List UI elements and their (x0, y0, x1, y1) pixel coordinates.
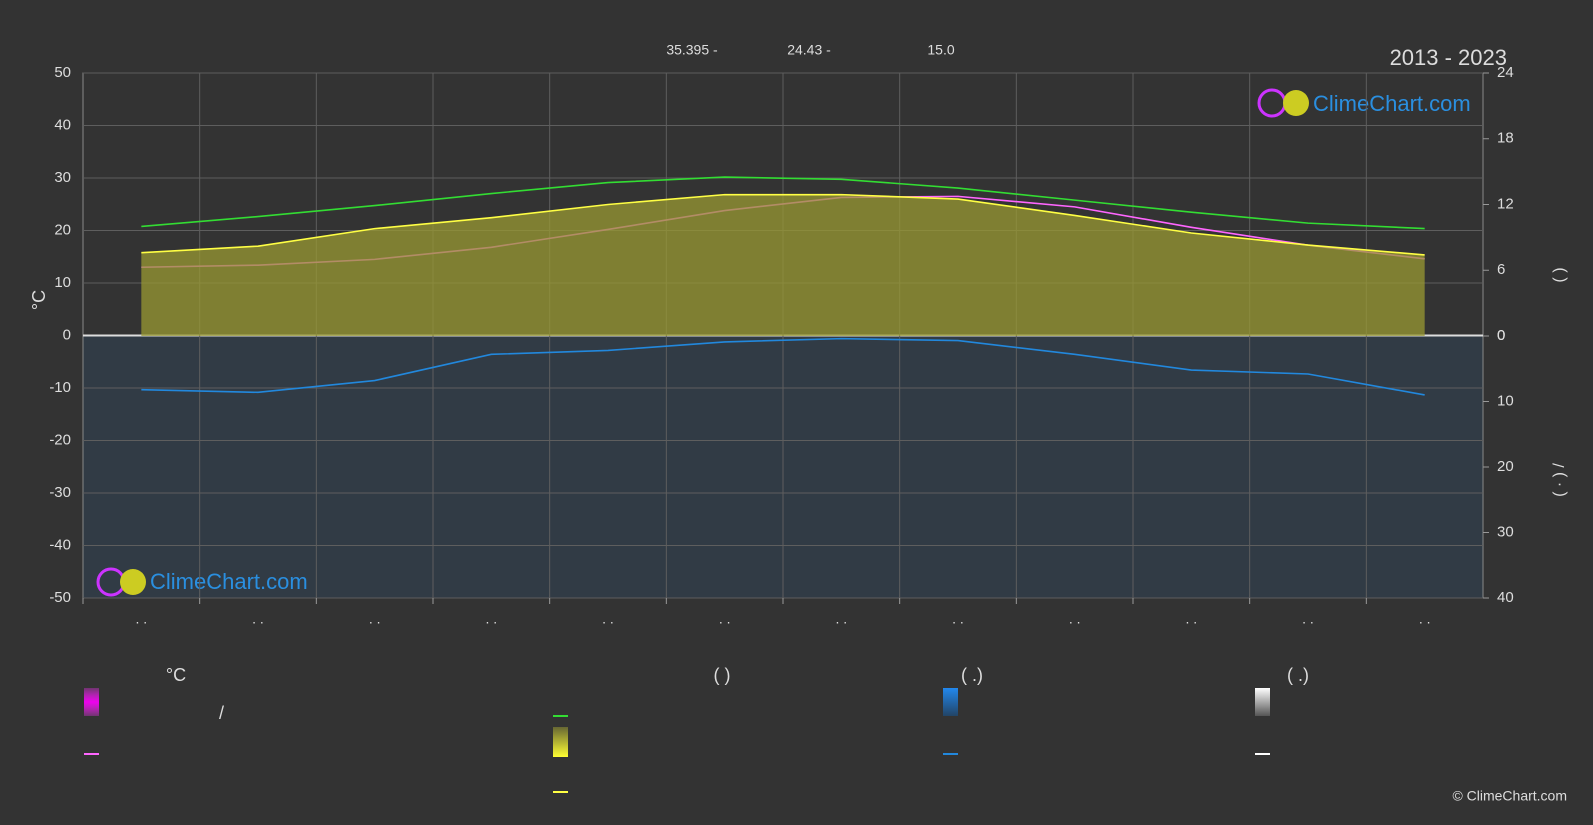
y2-tick-label: 18 (1497, 130, 1514, 147)
y3-tick-label: 20 (1497, 458, 1514, 475)
x-tick-label: . . (485, 611, 497, 627)
x-tick-label: . . (1419, 611, 1431, 627)
y3-tick-label: 10 (1497, 392, 1514, 409)
x-tick-label: . . (369, 611, 381, 627)
legend-header: ( ) (714, 665, 731, 685)
x-tick-label: . . (602, 611, 614, 627)
y3-tick-label: 30 (1497, 523, 1514, 540)
legend-swatch (943, 688, 958, 716)
legend-header: °C (166, 665, 186, 685)
annotation: 24.43 - (787, 42, 831, 58)
legend-header: ( .) (961, 665, 983, 685)
logo-text: ClimeChart.com (150, 569, 308, 594)
y2-tick-label: 6 (1497, 261, 1505, 278)
annotation: 35.395 - (666, 42, 718, 58)
logo-sun (120, 569, 146, 595)
line (141, 193, 1425, 256)
y3-axis-label: ( · ) / (1551, 463, 1568, 497)
legend-text: / (219, 703, 224, 723)
x-tick-label: . . (135, 611, 147, 627)
x-tick-label: . . (1185, 611, 1197, 627)
y2-axis-label: ( ) (1551, 267, 1568, 282)
logo-sun (1283, 90, 1309, 116)
x-tick-label: . . (252, 611, 264, 627)
line (141, 176, 1425, 230)
y-tick-label: -10 (49, 379, 71, 396)
y-tick-label: 40 (54, 116, 71, 133)
y-tick-label: -50 (49, 589, 71, 606)
y2-tick-label: 0 (1497, 327, 1505, 344)
logo-bottom: ClimeChart.com (96, 567, 308, 597)
logo-text: ClimeChart.com (1313, 91, 1471, 116)
y-tick-label: -20 (49, 431, 71, 448)
legend-header: ( .) (1287, 665, 1309, 685)
y3-tick-label: 40 (1497, 589, 1514, 606)
year-range: 2013 - 2023 (1390, 45, 1507, 70)
x-tick-label: . . (1302, 611, 1314, 627)
x-tick-label: . . (835, 611, 847, 627)
annotation: 15.0 (927, 42, 954, 58)
y3-tick-label: 0 (1497, 327, 1505, 344)
x-tick-label: . . (719, 611, 731, 627)
y-tick-label: -40 (49, 536, 71, 553)
x-tick-label: . . (952, 611, 964, 627)
logo-top: ClimeChart.com (1257, 88, 1471, 118)
legend-swatch (84, 688, 99, 716)
y-tick-label: 10 (54, 274, 71, 291)
legend-swatch (553, 727, 568, 757)
y2-tick-label: 12 (1497, 195, 1514, 212)
y-tick-label: 20 (54, 221, 71, 238)
legend-swatch (1255, 688, 1270, 716)
y-axis-label: °C (29, 290, 49, 310)
y-tick-label: 0 (63, 326, 71, 343)
copyright: © ClimeChart.com (1452, 788, 1567, 804)
area (141, 194, 1425, 336)
y-tick-label: 50 (54, 64, 71, 81)
x-tick-label: . . (1069, 611, 1081, 627)
y2-tick-label: 24 (1497, 64, 1514, 81)
logo-ring (1257, 88, 1287, 118)
y-tick-label: -30 (49, 484, 71, 501)
y-tick-label: 30 (54, 169, 71, 186)
line (141, 337, 1425, 396)
